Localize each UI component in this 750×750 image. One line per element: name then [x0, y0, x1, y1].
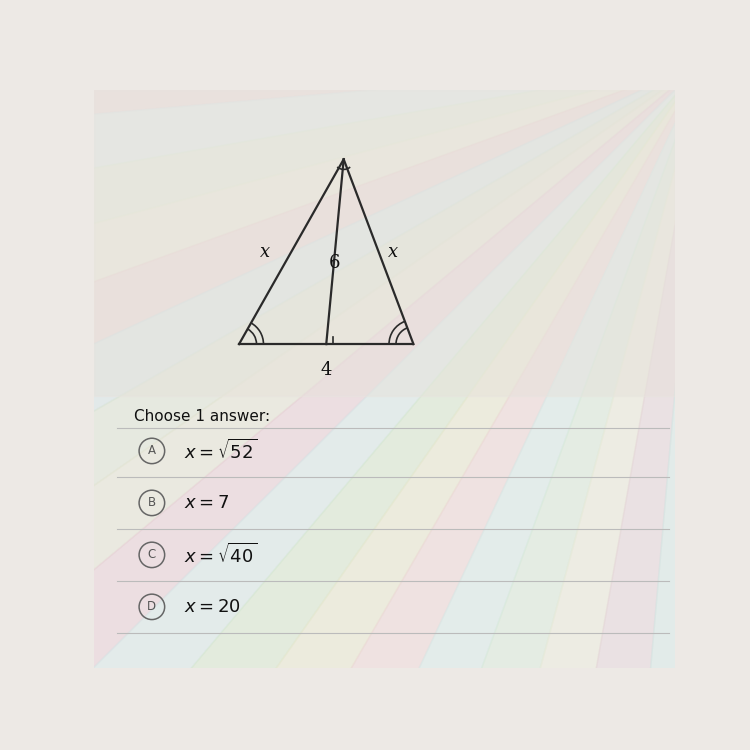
Bar [94, 90, 675, 396]
Wedge shape [704, 62, 750, 750]
Text: $x = 7$: $x = 7$ [184, 494, 229, 512]
Text: $x = \sqrt{52}$: $x = \sqrt{52}$ [184, 439, 257, 463]
Wedge shape [0, 61, 704, 152]
Text: $x = \sqrt{40}$: $x = \sqrt{40}$ [184, 543, 257, 567]
Wedge shape [0, 62, 704, 657]
Wedge shape [0, 62, 704, 729]
Text: D: D [147, 600, 157, 613]
Text: Choose 1 answer:: Choose 1 answer: [134, 409, 271, 424]
Wedge shape [104, 62, 704, 750]
Text: x: x [388, 243, 398, 261]
Bar [94, 396, 675, 668]
Text: C: C [148, 548, 156, 562]
Wedge shape [704, 62, 750, 750]
Wedge shape [0, 62, 704, 242]
Wedge shape [704, 62, 750, 750]
Wedge shape [181, 62, 704, 750]
Text: $x = 20$: $x = 20$ [184, 598, 241, 616]
Text: 4: 4 [320, 361, 332, 379]
Wedge shape [704, 62, 750, 750]
Text: A: A [148, 445, 156, 458]
Text: x: x [260, 243, 270, 261]
Wedge shape [704, 62, 750, 750]
Wedge shape [0, 62, 704, 581]
Wedge shape [262, 62, 704, 750]
Text: 6: 6 [329, 254, 340, 272]
Wedge shape [346, 62, 704, 750]
Wedge shape [0, 62, 704, 417]
Wedge shape [704, 62, 750, 750]
Text: B: B [148, 496, 156, 509]
Wedge shape [0, 62, 704, 330]
Wedge shape [0, 62, 704, 750]
Wedge shape [523, 62, 704, 750]
Wedge shape [433, 62, 704, 750]
Wedge shape [0, 62, 704, 750]
Wedge shape [0, 62, 704, 500]
Wedge shape [613, 62, 704, 750]
Wedge shape [32, 62, 704, 750]
